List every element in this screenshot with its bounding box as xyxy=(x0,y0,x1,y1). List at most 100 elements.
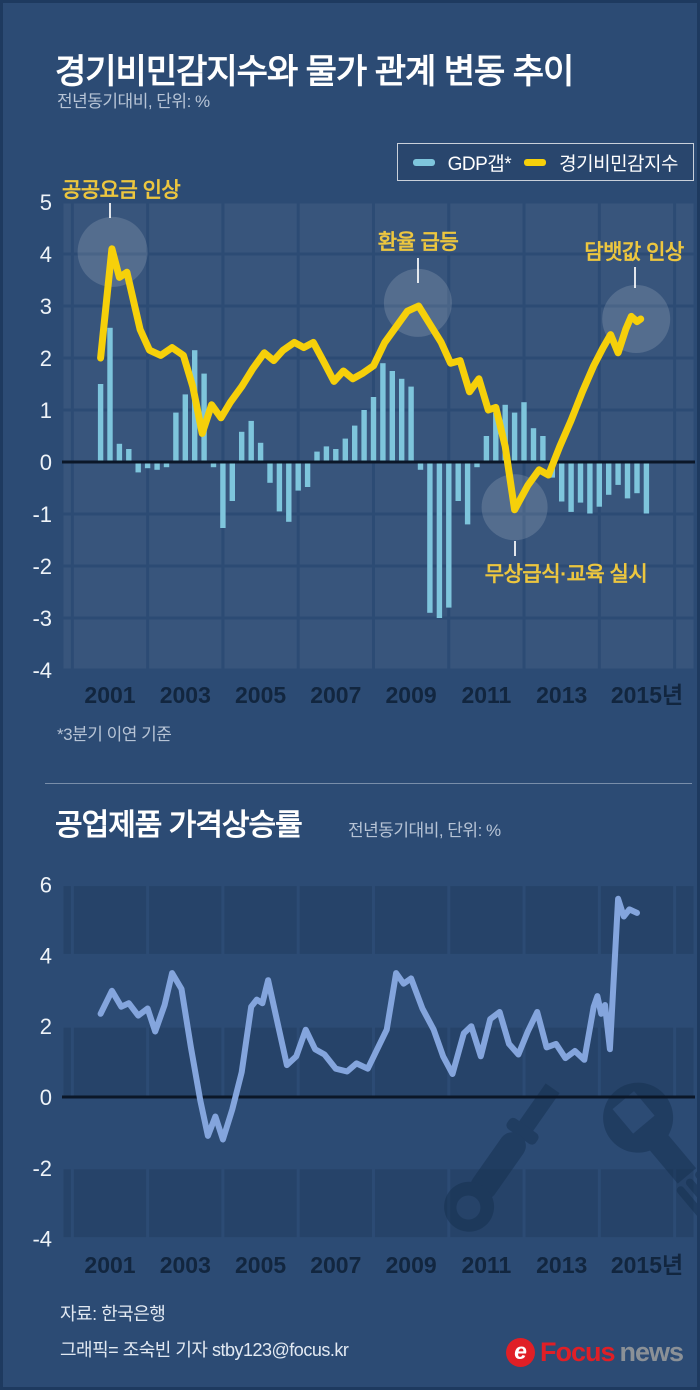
gdp-gap-bar xyxy=(427,462,433,613)
gdp-gap-bar xyxy=(417,462,424,470)
gdp-gap-bar xyxy=(559,462,565,502)
focus-news-mark-icon: e xyxy=(506,1337,535,1367)
industrial-chart-title: 공업제품 가격상승률 xyxy=(55,809,303,842)
svg-text:2: 2 xyxy=(40,346,52,371)
legend-line-swatch-icon xyxy=(524,158,547,166)
gdp-gap-bar xyxy=(399,378,405,462)
svg-text:5: 5 xyxy=(40,190,52,215)
svg-text:2003: 2003 xyxy=(160,682,211,708)
svg-text:2005: 2005 xyxy=(235,1252,286,1278)
svg-text:2013: 2013 xyxy=(536,682,587,708)
logo-brand-text: Focus xyxy=(540,1336,616,1367)
gdp-gap-bar xyxy=(474,462,480,468)
legend-bar-label: GDP갭* xyxy=(447,153,512,175)
gdp-gap-bar xyxy=(163,462,170,468)
gdp-gap-bar xyxy=(408,386,414,462)
gdp-chart-axis-labels: 5 4 3 2 1 0 -1 -2 -3 -4 2001 2003 2005 2007 2009 2011 20… xyxy=(32,190,683,708)
svg-text:-4: -4 xyxy=(32,658,52,683)
gdp-gap-bar xyxy=(304,462,311,487)
gdp-gap-bar xyxy=(464,462,471,525)
gdp-gap-bar xyxy=(333,449,339,462)
section-divider xyxy=(45,783,692,784)
svg-text:2011: 2011 xyxy=(461,682,511,708)
legend-line-label: 경기비민감지수 xyxy=(559,153,678,175)
gdp-gap-bar xyxy=(126,449,132,462)
gdp-gap-bar xyxy=(624,462,631,499)
svg-text:2001: 2001 xyxy=(84,1252,135,1278)
industrial-chart-subtitle: 전년동기대비, 단위: % xyxy=(348,821,501,840)
gdp-gap-bar xyxy=(436,462,443,618)
gdp-gap-bar xyxy=(144,462,151,469)
gdp-gap-bar xyxy=(248,420,254,462)
gdp-gap-bar xyxy=(182,394,188,462)
gdp-gap-bar xyxy=(352,425,358,462)
logo-suffix-text: news xyxy=(619,1336,685,1367)
gdp-gap-bar xyxy=(286,462,292,522)
svg-text:4: 4 xyxy=(40,943,52,968)
svg-text:2007: 2007 xyxy=(310,1252,361,1278)
gdp-gap-bar xyxy=(97,384,104,462)
gdp-gap-bar xyxy=(295,462,301,491)
svg-text:2015년: 2015년 xyxy=(611,1252,683,1278)
gdp-gap-bar xyxy=(530,428,537,462)
gdp-gap-bar xyxy=(577,462,584,503)
svg-text:2015년: 2015년 xyxy=(611,682,683,708)
event-annotation-label: 무상급식·교육 실시 xyxy=(485,563,647,586)
industrial-chart-axis-labels: 6 4 2 0 -2 -4 2001 2003 2005 2007 2009 2011 2013 2015… xyxy=(32,873,683,1278)
gdp-gap-bar xyxy=(229,462,235,501)
gdp-gap-bar xyxy=(483,436,490,462)
gdp-gap-bar xyxy=(210,462,217,468)
svg-text:-4: -4 xyxy=(32,1227,52,1252)
gdp-gap-bar xyxy=(342,438,348,462)
gdp-gap-bar xyxy=(323,446,330,462)
gdp-gap-bar xyxy=(634,462,640,494)
focus-news-logo: e Focus news xyxy=(506,1336,685,1368)
svg-text:0: 0 xyxy=(40,450,52,475)
gdp-chart-grid xyxy=(63,203,694,669)
svg-text:2011: 2011 xyxy=(461,1252,511,1278)
gdp-gap-bar xyxy=(276,462,283,512)
page-title: 경기비민감지수와 물가 관계 변동 추이 xyxy=(55,52,574,91)
industrial-chart-grid xyxy=(63,886,694,1238)
svg-text:2001: 2001 xyxy=(84,682,135,708)
event-annotation-label: 공공요금 인상 xyxy=(62,179,180,202)
svg-text:2009: 2009 xyxy=(386,1252,437,1278)
gdp-gap-bar xyxy=(643,462,650,514)
gdp-gap-bar xyxy=(455,462,461,501)
gdp-gap-bar xyxy=(493,412,499,462)
gdp-gap-bar xyxy=(606,462,612,495)
gdp-gap-bar xyxy=(361,410,367,462)
gdp-gap-bar xyxy=(107,327,113,462)
gdp-gap-bar xyxy=(521,402,527,462)
gdp-gap-bar xyxy=(314,451,320,462)
svg-text:3: 3 xyxy=(40,294,52,319)
svg-text:2003: 2003 xyxy=(160,1252,211,1278)
gdp-gap-bar xyxy=(173,412,179,462)
svg-text:1: 1 xyxy=(40,398,52,423)
page-subtitle: 전년동기대비, 단위: % xyxy=(57,92,210,111)
gdp-gap-bar xyxy=(511,412,518,462)
svg-text:2013: 2013 xyxy=(536,1252,587,1278)
event-annotation-label: 담뱃값 인상 xyxy=(584,241,684,264)
event-annotation-label: 환율 급등 xyxy=(378,231,459,254)
gdp-gap-bar xyxy=(220,462,226,528)
svg-text:-2: -2 xyxy=(32,1156,52,1181)
svg-text:2: 2 xyxy=(40,1014,52,1039)
footer-credit: 그래픽= 조숙빈 기자 stby123@focus.kr xyxy=(60,1340,349,1360)
gdp-gap-bar xyxy=(615,462,621,485)
gdp-gap-bar xyxy=(540,436,546,462)
tools-watermark-icon xyxy=(444,1082,700,1232)
svg-text:-1: -1 xyxy=(32,502,52,527)
legend: GDP갭* 경기비민감지수 xyxy=(396,143,694,181)
svg-text:6: 6 xyxy=(40,873,52,898)
gdp-gap-bar xyxy=(267,462,273,483)
gdp-gap-bar xyxy=(135,462,141,473)
svg-text:2005: 2005 xyxy=(235,682,286,708)
legend-bar-swatch-icon xyxy=(412,158,435,166)
svg-text:0: 0 xyxy=(40,1085,52,1110)
gdp-gap-bar xyxy=(370,397,377,462)
gdp-gap-bar xyxy=(389,371,395,462)
gdp-gap-bar xyxy=(154,462,160,470)
sensitivity-index-line xyxy=(97,245,645,514)
